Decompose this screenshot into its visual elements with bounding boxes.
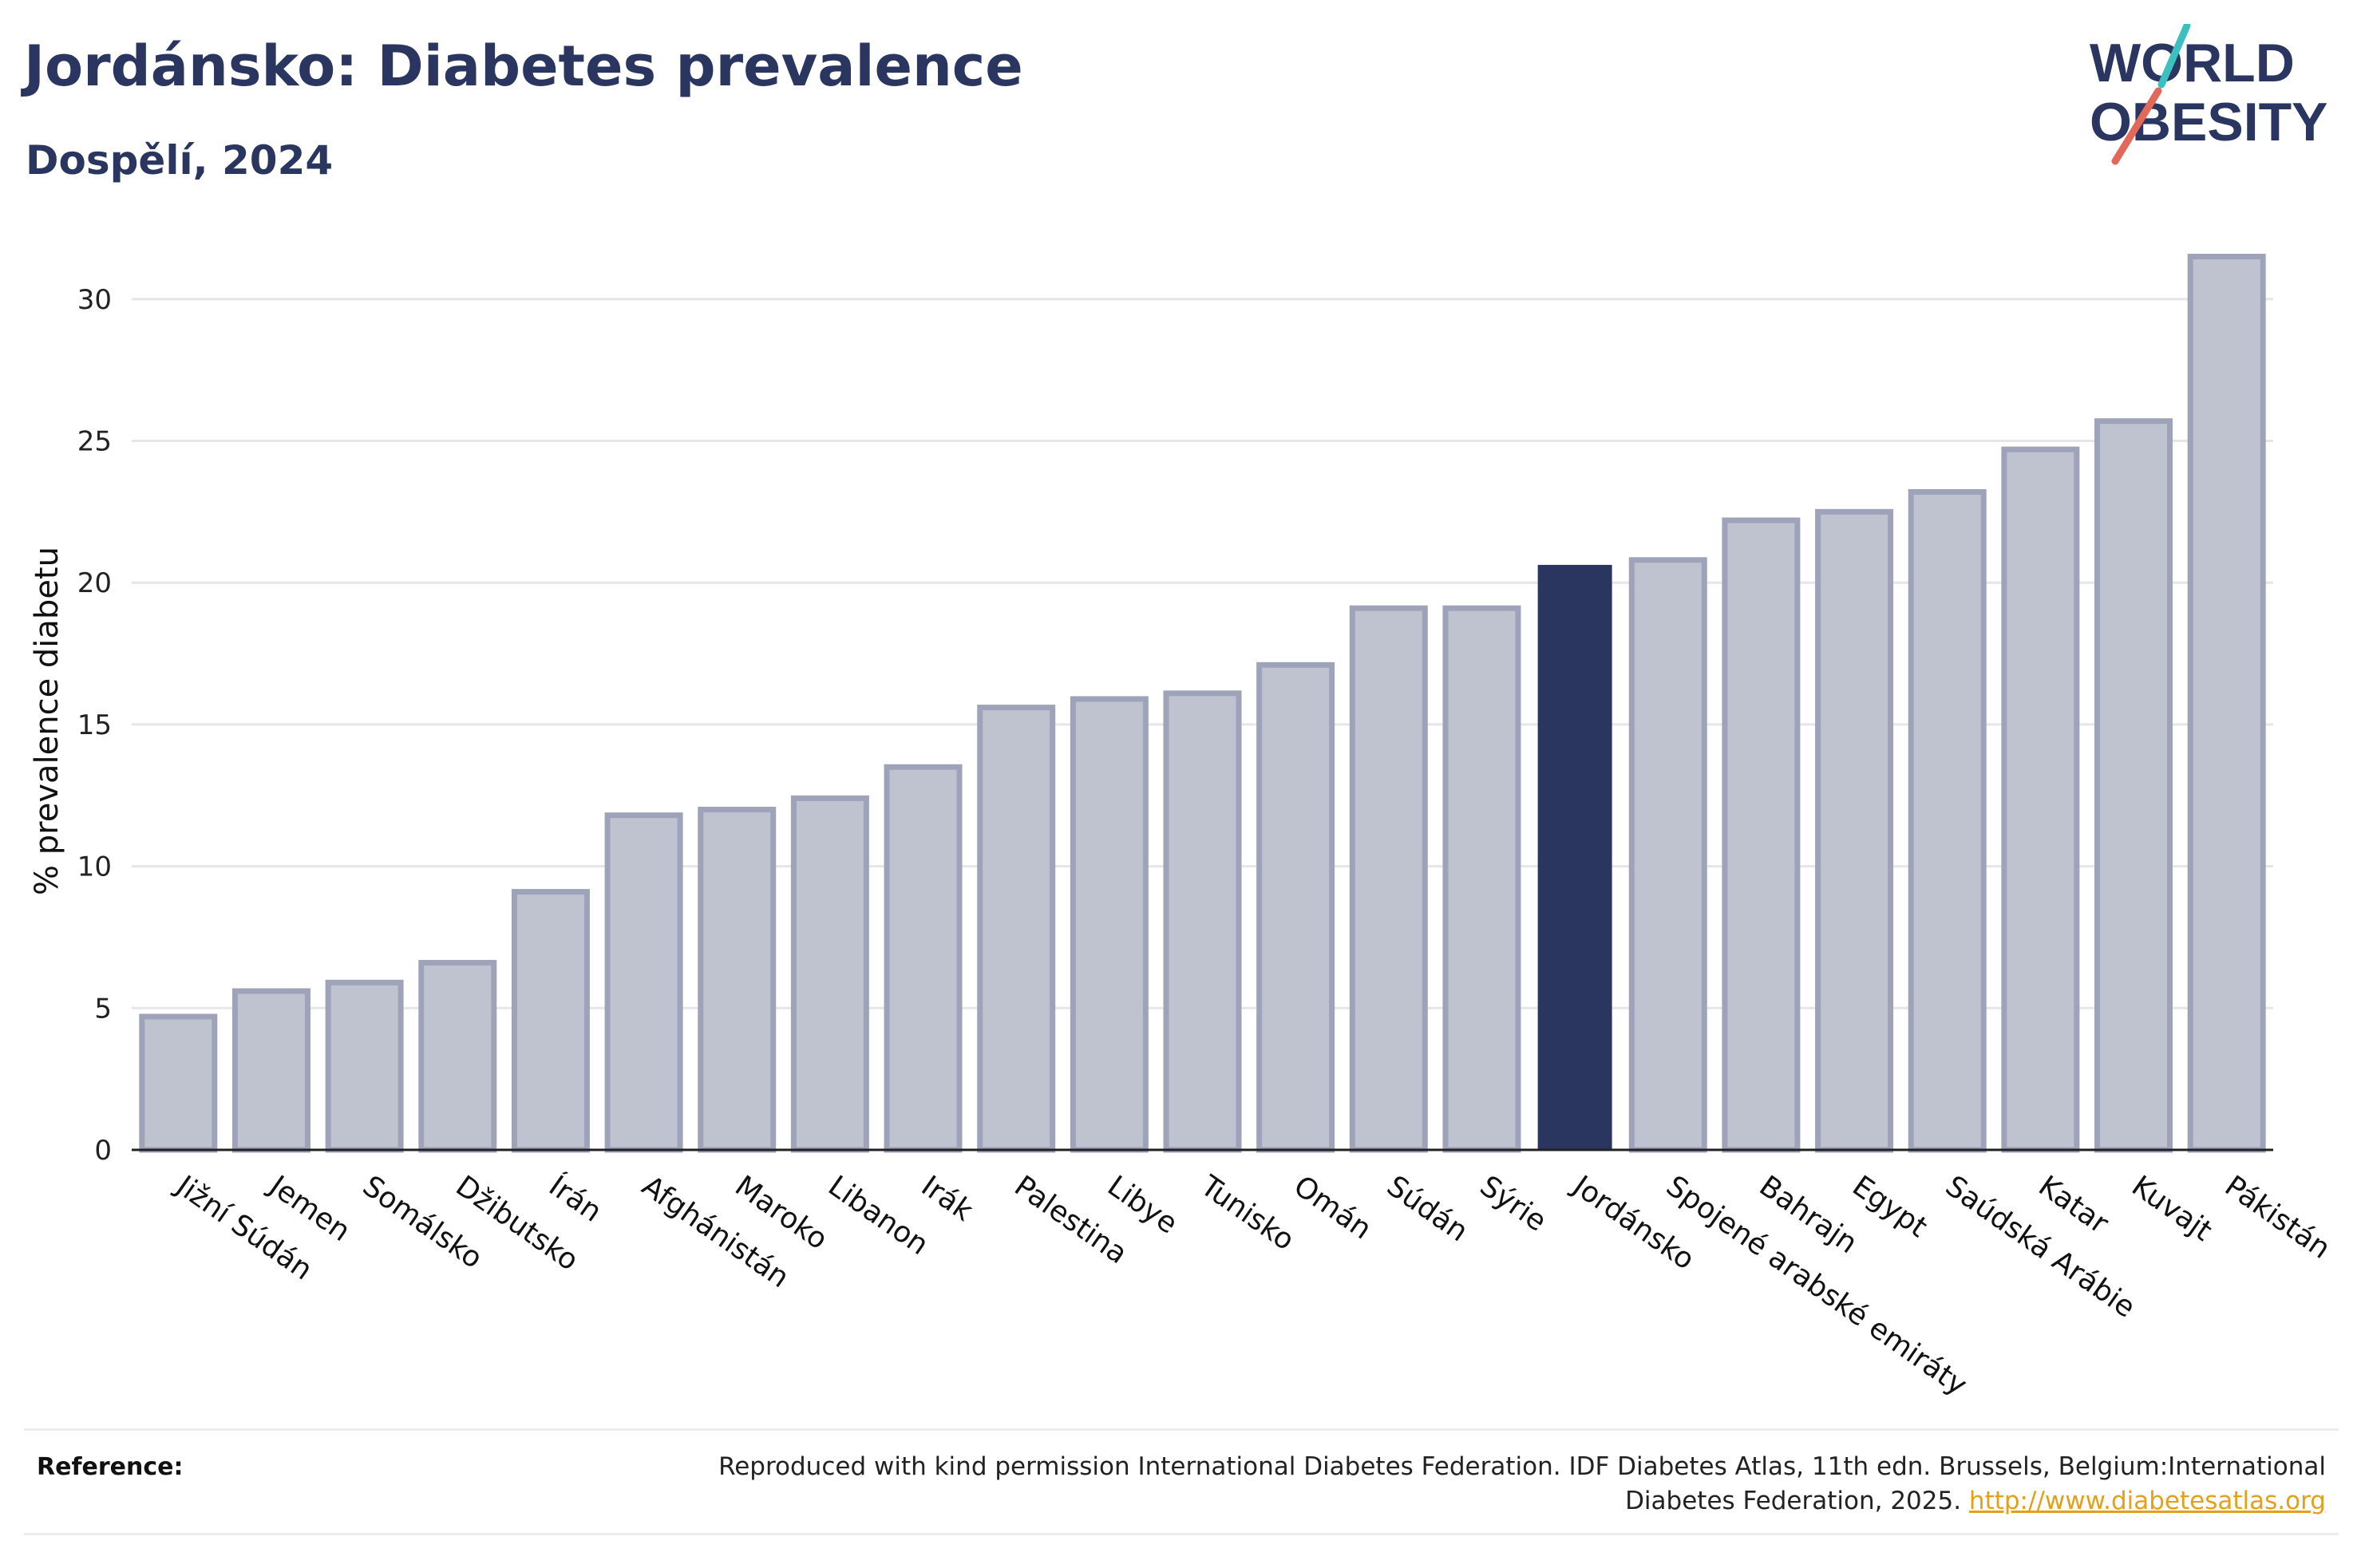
- bar: [1722, 517, 1801, 1153]
- world-obesity-logo: WORLD OBESITY: [2090, 24, 2328, 165]
- bar: [977, 705, 1056, 1153]
- reference-label: Reference:: [37, 1453, 184, 1481]
- x-tick-label: Tunisko: [1194, 1169, 1300, 1257]
- bar: [1256, 662, 1335, 1153]
- chart-subtitle: Dospělí, 2024: [26, 137, 334, 184]
- bar: [884, 764, 963, 1153]
- y-tick-label: 5: [94, 993, 112, 1025]
- bar: [790, 795, 869, 1153]
- x-tick-label: Sýrie: [1474, 1170, 1552, 1238]
- x-tick-label: Libanon: [822, 1170, 934, 1262]
- bar: [698, 807, 777, 1153]
- bar: [139, 1013, 218, 1153]
- x-tick-label: Írán: [543, 1169, 608, 1229]
- x-tick-label: Súdán: [1381, 1170, 1473, 1249]
- bar: [1070, 696, 1149, 1153]
- bar: [2001, 446, 2080, 1153]
- bar: [325, 979, 404, 1153]
- logo-word-world: WORLD: [2090, 33, 2295, 93]
- bar-highlight: [1537, 564, 1612, 1151]
- bar: [1628, 557, 1707, 1153]
- bar: [2187, 254, 2266, 1153]
- bar: [1908, 489, 1987, 1153]
- bar: [1163, 690, 1242, 1153]
- reference-text: Reproduced with kind permission Internat…: [650, 1450, 2326, 1519]
- bar: [2094, 418, 2173, 1153]
- y-tick-label: 10: [77, 851, 112, 883]
- bar: [1442, 605, 1521, 1153]
- x-tick-label: Pákistán: [2219, 1170, 2336, 1266]
- y-tick-label: 25: [77, 426, 112, 458]
- bar: [418, 959, 497, 1153]
- bar: [1815, 508, 1894, 1153]
- y-tick-label: 30: [77, 284, 112, 316]
- y-tick-label: 0: [94, 1135, 112, 1167]
- chart-title: Jordánsko: Diabetes prevalence: [24, 34, 1023, 99]
- logo-slash-top: [2157, 24, 2191, 89]
- y-axis-label: % prevalence diabetu: [29, 547, 65, 895]
- y-tick-label: 20: [77, 567, 112, 599]
- x-tick-label: Kuvajt: [2126, 1170, 2217, 1248]
- reference-footer: Reference: Reproduced with kind permissi…: [24, 1428, 2339, 1535]
- bar: [1349, 605, 1428, 1153]
- bar: [231, 988, 310, 1153]
- logo-slash-bottom: [2111, 87, 2162, 165]
- bar: [511, 889, 590, 1153]
- y-tick-label: 15: [77, 709, 112, 741]
- x-tick-label: Omán: [1287, 1170, 1377, 1246]
- bar: [604, 812, 683, 1153]
- reference-citation: Reproduced with kind permission Internat…: [718, 1452, 2326, 1515]
- reference-link[interactable]: http://www.diabetesatlas.org: [1968, 1487, 2326, 1515]
- x-tick-label: Irák: [916, 1170, 979, 1228]
